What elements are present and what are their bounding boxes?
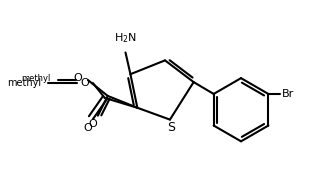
Text: methyl: methyl (7, 78, 42, 88)
Text: S: S (167, 121, 175, 134)
Text: O: O (83, 123, 92, 133)
Text: O: O (81, 78, 90, 88)
Text: H$_2$N: H$_2$N (114, 31, 137, 44)
Text: Br: Br (282, 89, 294, 99)
Text: methyl: methyl (21, 74, 50, 83)
Text: O: O (73, 73, 82, 83)
Text: O: O (89, 119, 97, 129)
